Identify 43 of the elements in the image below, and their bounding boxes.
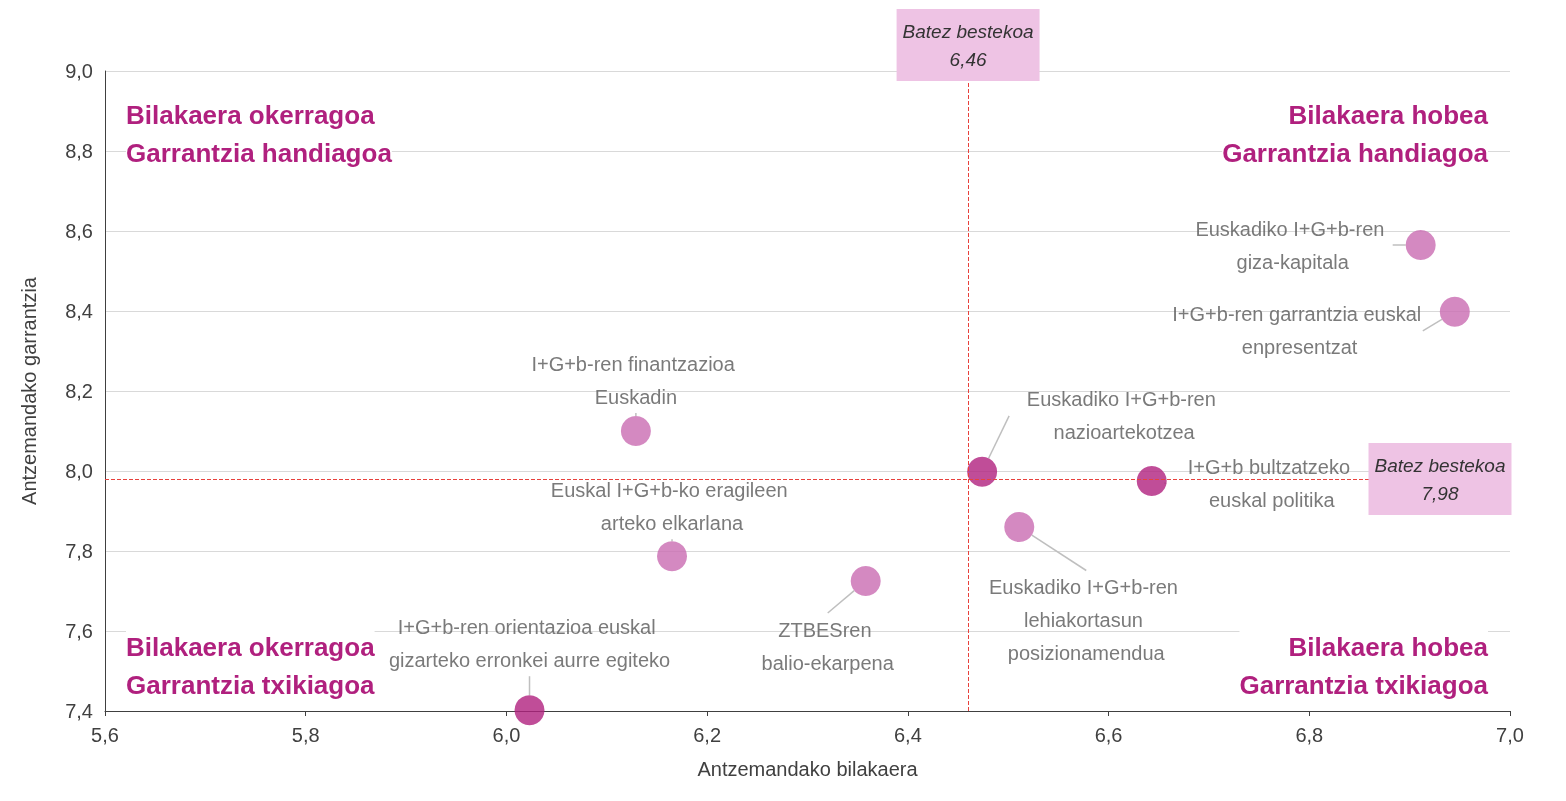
y-axis-title: Antzemandako garrantzia bbox=[18, 276, 40, 505]
x-tick-label: 6,0 bbox=[492, 724, 521, 746]
y-tick-label: 8,8 bbox=[65, 140, 93, 162]
y-tick-label: 9,0 bbox=[65, 60, 93, 82]
x-tick-label: 6,2 bbox=[693, 724, 722, 746]
point bbox=[657, 541, 688, 572]
annotation: Bilakaera okerragoa Garrantzia handiagoa bbox=[126, 100, 393, 168]
x-tick-label: 6,8 bbox=[1295, 724, 1324, 746]
point bbox=[967, 456, 998, 487]
x-tick-label: 6,4 bbox=[893, 724, 922, 746]
annotation: Euskadiko I+G+b-ren giza-kapitala bbox=[1195, 217, 1390, 273]
y-tick-label: 8,2 bbox=[65, 380, 93, 402]
point bbox=[1004, 512, 1035, 542]
y-tick-label: 7,4 bbox=[65, 700, 93, 722]
ref-line-label: Batez bestekoa 7,98 bbox=[1374, 454, 1506, 504]
x-axis-title: Antzemandako bilakaera bbox=[697, 758, 919, 780]
annotation: Bilakaera okerragoa Garrantzia txikiagoa bbox=[126, 632, 376, 700]
point bbox=[514, 695, 545, 726]
annotation: I+G+b bultzatzeko euskal politika bbox=[1187, 455, 1356, 511]
x-tick-label: 5,6 bbox=[91, 724, 119, 746]
annotation: Bilakaera hobea Garrantzia txikiagoa bbox=[1239, 632, 1489, 700]
point bbox=[1136, 466, 1167, 496]
y-tick-label: 8,6 bbox=[65, 220, 93, 242]
annotation: Euskadiko I+G+b-ren lehiakortasun posizionamendua bbox=[988, 576, 1184, 664]
ref-line-label: Batez bestekoa 6,46 bbox=[902, 20, 1034, 70]
point bbox=[620, 416, 651, 446]
x-tick-label: 5,8 bbox=[291, 724, 320, 746]
annotation: Bilakaera hobea Garrantzia handiagoa bbox=[1222, 100, 1489, 168]
annotation: ZTBESren balio-ekarpena bbox=[761, 618, 895, 674]
y-tick-label: 8,0 bbox=[65, 460, 93, 482]
x-tick-label: 6,6 bbox=[1094, 724, 1123, 746]
y-tick-label: 7,6 bbox=[65, 620, 93, 642]
y-tick-label: 8,4 bbox=[65, 300, 93, 322]
annotation: I+G+b-ren garrantzia euskal enpresentzat bbox=[1172, 303, 1422, 359]
annotation: Euskal I+G+b-ko eragileen arteko elkarlana bbox=[550, 478, 794, 534]
x-tick-label: 7,0 bbox=[1496, 724, 1524, 746]
y-tick-label: 7,8 bbox=[65, 540, 93, 562]
annotation: Euskadiko I+G+b-ren nazioartekotzea bbox=[1026, 388, 1222, 444]
point bbox=[1405, 230, 1436, 260]
annotation: I+G+b-ren orientazioa euskal gizarteko erronkei aurre egiteko bbox=[388, 615, 671, 671]
point bbox=[1439, 296, 1470, 327]
point bbox=[850, 566, 881, 596]
annotation: I+G+b-ren finantzazioa Euskadin bbox=[531, 352, 741, 408]
